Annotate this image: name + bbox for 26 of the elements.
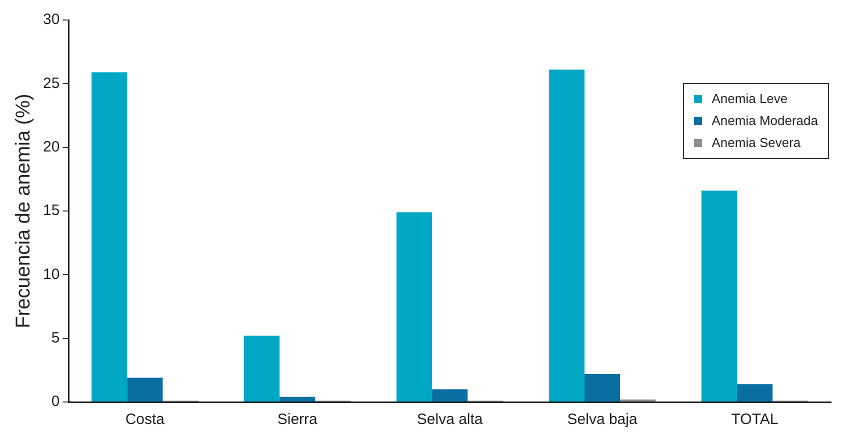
y-tick-label: 5 xyxy=(51,329,60,346)
y-tick-label: 0 xyxy=(51,393,60,410)
y-tick-label: 10 xyxy=(42,266,60,283)
y-tick-label: 15 xyxy=(42,202,60,220)
y-tick-label: 20 xyxy=(42,138,60,156)
y-tick-label: 30 xyxy=(42,11,60,28)
bar xyxy=(584,374,620,402)
y-tick-label: 25 xyxy=(42,74,60,92)
bar xyxy=(244,336,280,402)
bar xyxy=(701,190,737,402)
x-tick-label: Selva baja xyxy=(567,411,638,428)
legend-label: Anemia Leve xyxy=(712,90,788,108)
bar xyxy=(396,212,432,402)
y-axis-title: Frecuencia de anemia (%) xyxy=(12,94,35,328)
bar xyxy=(280,396,316,402)
bar xyxy=(92,72,128,402)
legend-label: Anemia Severa xyxy=(712,134,801,152)
bar xyxy=(127,378,163,402)
bar xyxy=(736,384,773,402)
x-tick-label: Costa xyxy=(125,411,166,428)
x-tick-label: Selva alta xyxy=(416,411,484,428)
x-tick-label: TOTAL xyxy=(731,411,778,428)
bar xyxy=(548,70,585,402)
legend-label: Anemia Moderada xyxy=(712,112,818,130)
x-tick-label: Sierra xyxy=(277,411,318,428)
bar xyxy=(432,389,468,402)
